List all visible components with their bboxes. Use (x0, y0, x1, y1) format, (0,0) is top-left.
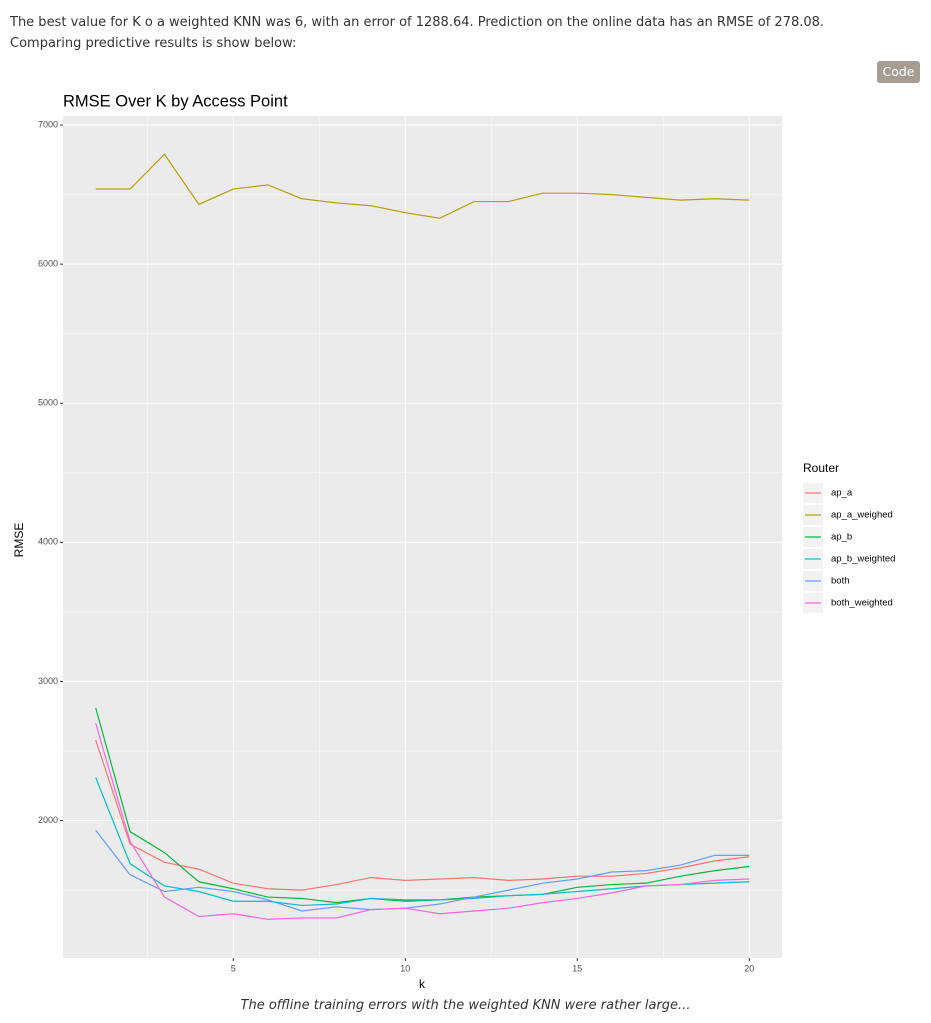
series-line (95, 723, 750, 920)
x-axis-label: k (419, 977, 426, 991)
y-tick-label: 6000 (38, 259, 58, 269)
figure-caption: The offline training errors with the wei… (240, 998, 691, 1013)
y-tick-label: 2000 (38, 815, 58, 825)
x-tick-label: 10 (400, 963, 410, 973)
legend-label: ap_b_weighted (831, 554, 895, 565)
y-tick-label: 7000 (38, 119, 58, 129)
x-tick-label: 15 (572, 963, 582, 973)
y-axis-label: RMSE (12, 523, 26, 558)
x-tick-label: 5 (231, 963, 236, 973)
x-tick-label: 20 (744, 963, 754, 973)
series-line (95, 777, 750, 907)
chart-title: RMSE Over K by Access Point (63, 92, 288, 110)
legend-label: ap_a_weighed (831, 510, 893, 521)
plot-panel (63, 116, 782, 958)
series-line (95, 739, 750, 891)
legend-label: ap_a (831, 488, 853, 499)
y-tick-label: 3000 (38, 676, 58, 686)
legend-title: Router (803, 461, 839, 475)
legend-label: ap_b (831, 532, 852, 543)
series-line (95, 707, 750, 904)
legend-label: both_weighted (831, 598, 893, 609)
code-button[interactable]: Code (877, 61, 920, 83)
y-tick-label: 4000 (38, 537, 58, 547)
y-tick-label: 5000 (38, 398, 58, 408)
chart: RMSE Over K by Access Point RMSE k 2000 3… (12, 92, 895, 991)
legend-label: both (831, 576, 850, 587)
series-line (95, 153, 750, 219)
series-line (95, 829, 750, 912)
intro-text: The best value for K o a weighted KNN wa… (10, 15, 825, 51)
